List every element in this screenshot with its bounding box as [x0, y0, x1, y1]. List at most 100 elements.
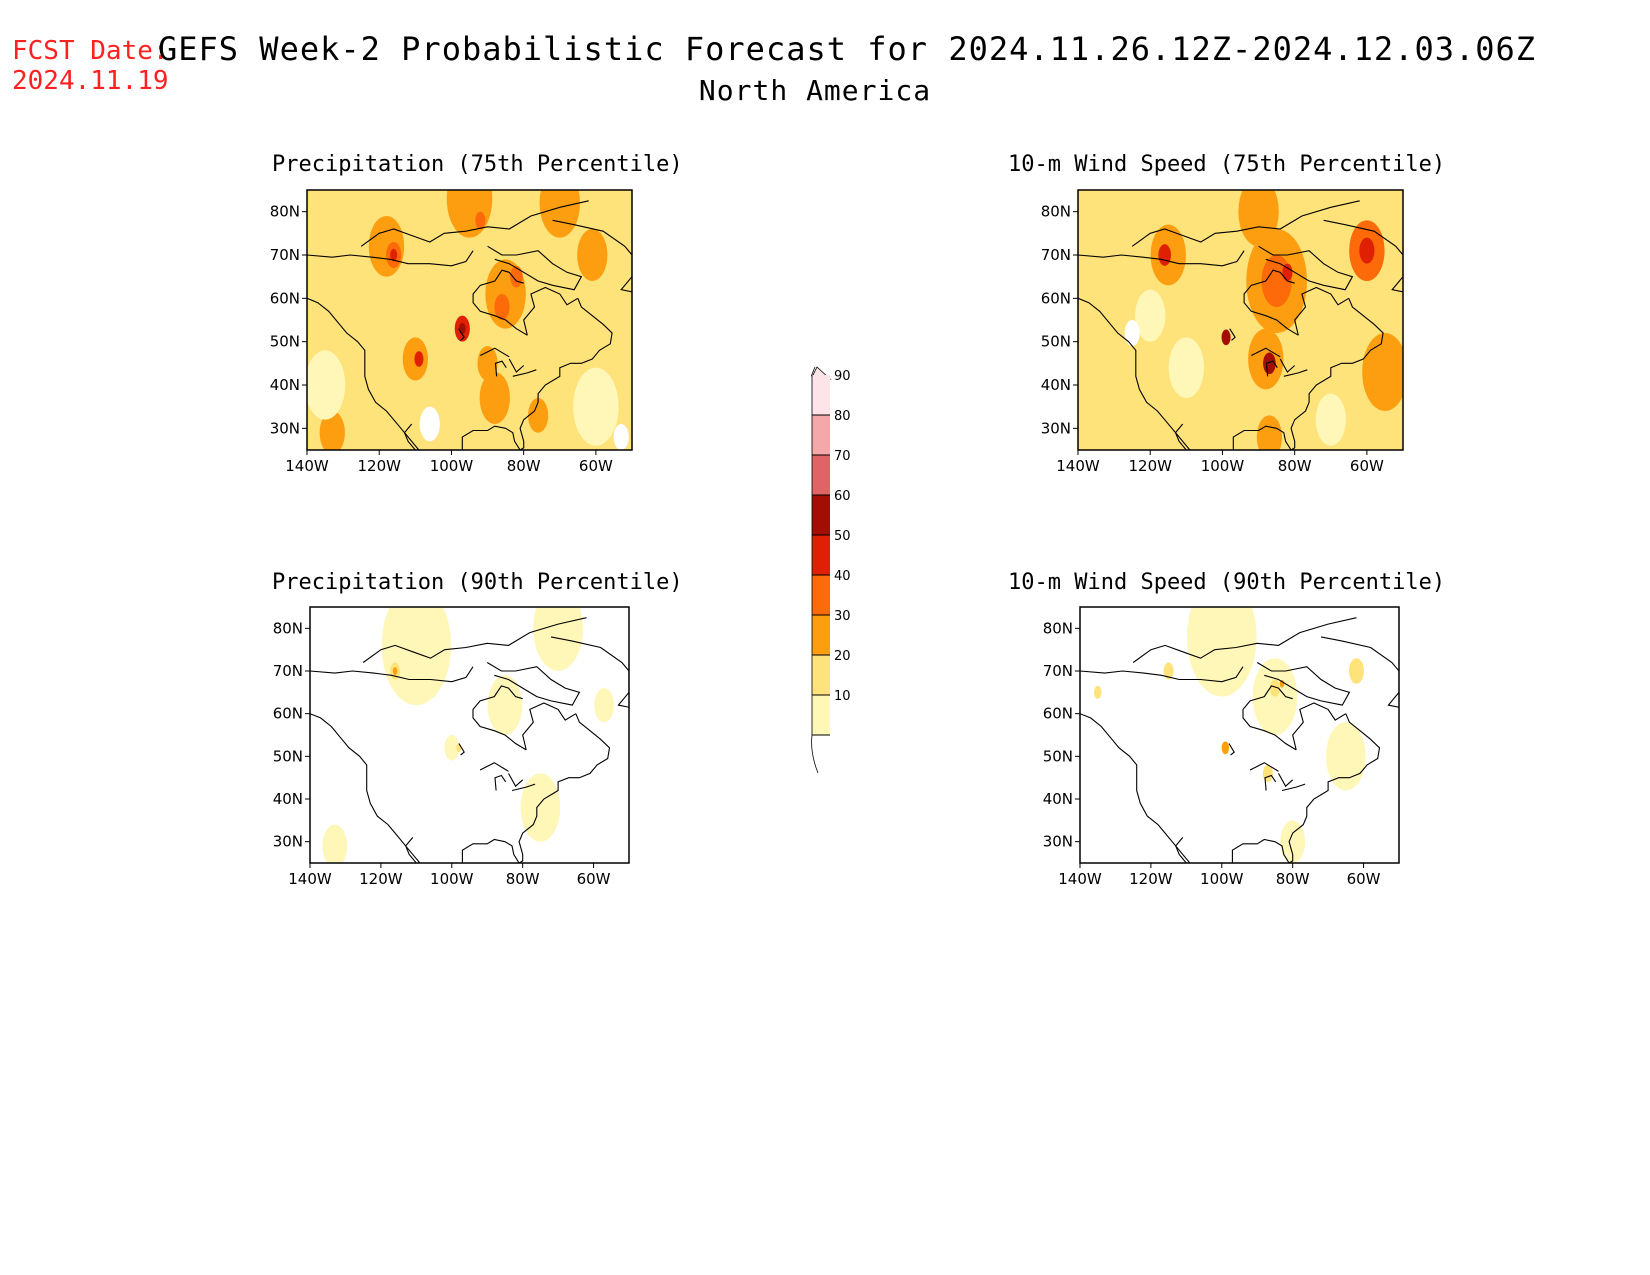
figure-subtitle: North America	[698, 74, 932, 107]
probability-area	[319, 411, 345, 450]
coastline	[511, 783, 536, 792]
colorbar-band	[812, 615, 830, 655]
coastline	[1294, 286, 1350, 336]
coastline	[461, 713, 611, 863]
colorbar-label: 50	[834, 529, 851, 544]
map-background	[310, 607, 629, 863]
coastline	[1231, 713, 1381, 863]
probability-area	[307, 350, 346, 420]
map-wind-75th: 80N 70N 60N 50N 40N 30N 140W 120W 100W 80W 60W	[1041, 189, 1404, 475]
coastline	[1283, 369, 1308, 377]
probability-area	[1362, 333, 1403, 411]
colorbar-band	[812, 535, 830, 575]
coastline	[1323, 219, 1403, 293]
coastline	[1080, 713, 1191, 863]
coastline	[307, 297, 420, 450]
lon-tick-label: 140W	[288, 870, 332, 888]
forecast-date-label: FCST Date:	[12, 36, 169, 66]
probability-area	[1269, 679, 1280, 697]
lat-tick-label: 30N	[270, 419, 300, 437]
probability-area	[1359, 237, 1375, 264]
map-precip-75th: 80N 70N 60N 50N 40N 30N 140W 120W 100W 80W 60W	[270, 189, 633, 475]
probability-area	[1252, 658, 1298, 735]
probability-area	[458, 323, 466, 335]
colorbar-legend: 90 80 70 60 50 40 30 20 10	[811, 366, 851, 774]
probability-area	[528, 398, 549, 433]
probability-area	[1325, 722, 1366, 791]
lat-tick-label: 40N	[1043, 790, 1073, 808]
lat-tick-label: 30N	[273, 833, 303, 851]
coastline	[552, 219, 632, 293]
coastline	[1258, 245, 1354, 291]
lon-tick-label: 120W	[1129, 870, 1173, 888]
colorbar-band	[812, 655, 830, 695]
lon-tick-label: 120W	[359, 870, 403, 888]
probability-area	[1263, 352, 1276, 375]
map-field	[1080, 607, 1399, 863]
probability-area	[1187, 607, 1257, 697]
map-background	[1078, 190, 1403, 450]
lon-tick-label: 140W	[1058, 870, 1102, 888]
probability-area	[1349, 658, 1364, 684]
lat-tick-label: 70N	[273, 662, 303, 680]
lat-tick-label: 40N	[1041, 376, 1071, 394]
lon-tick-label: 100W	[1200, 870, 1244, 888]
coastline	[1243, 269, 1299, 336]
coastline	[307, 250, 474, 267]
coastline	[480, 347, 510, 358]
probability-area	[456, 743, 462, 753]
lon-tick-label: 100W	[1201, 457, 1245, 475]
colorbar-band	[812, 375, 830, 415]
coastline	[1078, 250, 1245, 267]
coastline	[1131, 200, 1360, 247]
colorbar-bottom-arrow	[811, 734, 819, 774]
lat-tick-label: 60N	[273, 705, 303, 723]
probability-area	[475, 211, 486, 229]
lat-tick-label: 70N	[1043, 662, 1073, 680]
lon-tick-label: 60W	[579, 457, 613, 475]
map-frame	[306, 189, 633, 451]
colorbar-band	[812, 455, 830, 495]
lat-tick-label: 40N	[270, 376, 300, 394]
probability-area	[1256, 415, 1283, 450]
coastline	[1320, 636, 1399, 708]
probability-area	[1315, 393, 1346, 446]
coastline	[1080, 666, 1244, 683]
lon-tick-label: 60W	[577, 870, 611, 888]
coastline	[1242, 685, 1297, 751]
lon-tick-label: 140W	[1056, 457, 1100, 475]
panel-title-wind75: 10-m Wind Speed (75th Percentile)	[1008, 152, 1446, 177]
probability-area	[539, 190, 580, 238]
probability-area	[533, 607, 583, 671]
probability-area	[594, 688, 615, 723]
coastline	[472, 269, 528, 336]
lat-tick-label: 50N	[270, 333, 300, 351]
lat-tick-label: 30N	[1041, 419, 1071, 437]
lat-tick-label: 50N	[273, 747, 303, 765]
lon-tick-label: 60W	[1350, 457, 1384, 475]
coastline	[1265, 360, 1278, 377]
colorbar-band	[812, 575, 830, 615]
colorbar-label: 60	[834, 489, 851, 504]
panel-title-precip90: Precipitation (90th Percentile)	[272, 570, 683, 595]
probability-area	[1124, 320, 1140, 346]
coastline	[360, 200, 589, 247]
coastline	[310, 713, 421, 863]
probability-area	[573, 367, 619, 446]
probability-area	[479, 372, 510, 424]
probability-area	[419, 406, 440, 442]
probability-area	[414, 351, 424, 367]
lat-tick-label: 60N	[270, 289, 300, 307]
colorbar-label: 30	[834, 609, 851, 624]
probability-area	[1280, 820, 1306, 863]
lon-tick-label: 120W	[1128, 457, 1172, 475]
lon-tick-label: 80W	[1276, 870, 1310, 888]
coastline	[1175, 837, 1187, 863]
lat-tick-label: 80N	[273, 619, 303, 637]
map-field	[307, 190, 632, 450]
coastline	[1174, 423, 1187, 450]
coastline	[523, 286, 579, 336]
probability-area	[577, 229, 608, 281]
coastline	[508, 773, 524, 788]
coastline	[1251, 347, 1281, 358]
